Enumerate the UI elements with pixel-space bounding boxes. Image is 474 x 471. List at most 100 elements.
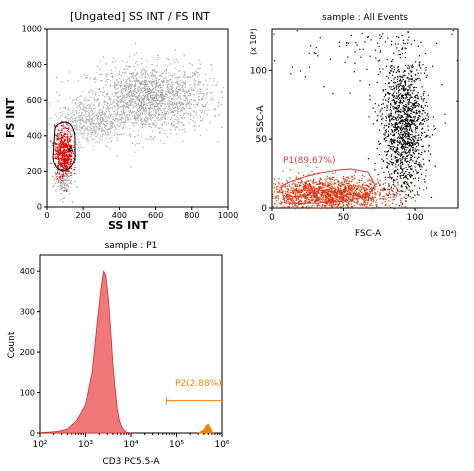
event-point: [217, 141, 219, 143]
event-point: [210, 99, 212, 101]
event-point: [161, 86, 163, 89]
event-point: [286, 196, 288, 198]
event-point: [178, 95, 180, 97]
event-point: [164, 70, 166, 72]
event-point: [125, 115, 127, 117]
event-point: [173, 114, 175, 116]
event-point: [140, 105, 142, 107]
event-point: [285, 196, 287, 198]
event-point: [133, 79, 135, 82]
event-point: [75, 120, 77, 122]
event-point: [388, 205, 390, 207]
event-point: [85, 127, 87, 129]
event-point: [140, 89, 142, 92]
event-point: [62, 168, 64, 170]
event-point: [319, 187, 321, 189]
event-point: [88, 120, 90, 122]
event-point: [356, 203, 358, 205]
event-point: [401, 168, 403, 170]
event-point: [276, 191, 278, 193]
event-point: [218, 101, 220, 103]
event-point: [416, 97, 418, 99]
event-point: [120, 114, 122, 116]
event-point: [358, 179, 360, 181]
event-point: [335, 194, 337, 196]
event-point: [132, 142, 134, 144]
event-point: [381, 107, 383, 109]
event-point: [357, 185, 359, 187]
event-point: [401, 205, 403, 208]
event-point: [114, 119, 116, 122]
event-point: [388, 113, 390, 115]
event-point: [90, 107, 92, 109]
event-point: [137, 115, 139, 117]
event-point: [133, 77, 135, 79]
event-point: [114, 132, 116, 134]
event-point: [139, 83, 141, 85]
event-point: [184, 130, 186, 133]
event-point: [154, 124, 156, 126]
event-point: [348, 187, 350, 189]
event-point: [334, 205, 336, 207]
event-point: [121, 98, 124, 100]
event-point: [182, 140, 184, 142]
event-point: [175, 87, 178, 89]
event-point: [79, 104, 81, 106]
event-point: [325, 192, 327, 194]
event-point: [98, 141, 101, 143]
event-point: [64, 171, 66, 173]
event-point: [146, 97, 148, 99]
event-point: [59, 152, 61, 154]
event-point: [384, 189, 386, 191]
event-point: [134, 62, 136, 64]
event-point: [383, 199, 385, 201]
event-point: [337, 191, 339, 193]
event-point: [98, 106, 100, 108]
event-point: [411, 130, 413, 132]
event-point: [281, 201, 283, 204]
gate-A-outline[interactable]: [52, 121, 76, 172]
event-point: [173, 95, 175, 97]
event-point: [119, 125, 121, 128]
event-point: [386, 131, 388, 133]
event-point: [82, 125, 84, 127]
event-point: [350, 194, 352, 196]
event-point: [150, 72, 152, 74]
event-point: [399, 89, 401, 91]
event-point: [401, 138, 403, 140]
event-point: [189, 62, 191, 64]
event-point: [154, 95, 156, 97]
event-point: [362, 187, 364, 189]
event-point: [129, 111, 131, 114]
event-point: [209, 78, 211, 80]
event-point: [390, 186, 393, 188]
event-point: [118, 107, 120, 109]
event-point: [297, 194, 299, 196]
event-point: [385, 137, 387, 139]
event-point: [308, 195, 310, 197]
event-point: [128, 104, 130, 106]
event-point: [147, 114, 150, 116]
event-point: [69, 144, 71, 146]
event-point: [305, 200, 307, 202]
event-point: [175, 106, 177, 108]
event-point: [109, 131, 111, 133]
event-point: [398, 130, 400, 132]
event-point: [420, 165, 422, 167]
event-point: [387, 130, 390, 132]
event-point: [390, 103, 392, 105]
event-point: [61, 140, 63, 142]
event-point: [181, 109, 183, 111]
event-point: [146, 121, 148, 123]
event-point: [363, 205, 365, 207]
event-point: [145, 92, 147, 94]
event-point: [173, 93, 175, 95]
event-point: [389, 177, 391, 179]
event-point: [418, 177, 420, 179]
event-point: [136, 118, 138, 120]
event-point: [157, 71, 159, 73]
event-point: [346, 176, 348, 178]
event-point: [322, 204, 324, 206]
event-point: [63, 142, 65, 144]
event-point: [151, 76, 153, 78]
